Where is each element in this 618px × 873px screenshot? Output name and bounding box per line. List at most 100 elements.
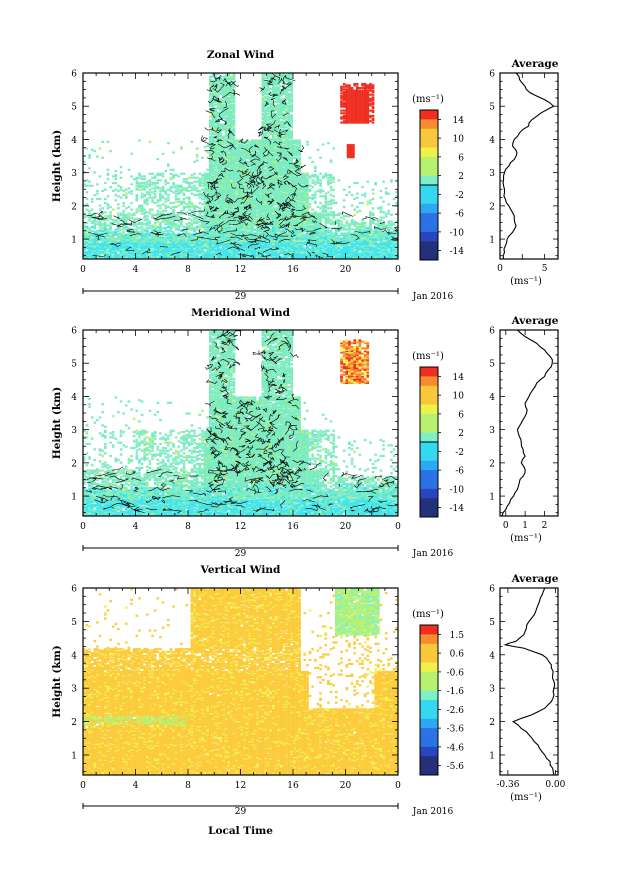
month-label: Jan 2016 <box>412 549 454 559</box>
y-tick-label: 4 <box>71 651 77 661</box>
profile-y-tick-label: 5 <box>489 103 495 113</box>
y-tick-label: 3 <box>71 169 77 179</box>
profile-title: Average <box>511 58 559 70</box>
zonal-wind-contours <box>86 73 398 259</box>
y-axis-label: Height (km) <box>51 645 63 717</box>
x-tick-label: 4 <box>133 522 139 532</box>
profile-y-tick-label: 5 <box>489 618 495 628</box>
y-tick-label: 2 <box>71 202 77 212</box>
profile-title: Average <box>511 315 559 327</box>
colorbar-tick-label: 6 <box>458 153 464 163</box>
colorbar-tick-label: -10 <box>450 485 465 495</box>
y-axis-label: Height (km) <box>51 130 63 202</box>
y-tick-label: 5 <box>71 103 77 113</box>
profile-y-tick-label: 4 <box>489 393 495 403</box>
x-tick-label: 8 <box>185 265 191 275</box>
profile-x-label: (ms⁻¹) <box>510 276 542 287</box>
x-tick-label: 16 <box>287 522 299 532</box>
profile-x-tick-label: 1 <box>522 521 528 531</box>
x-tick-label: 0 <box>80 522 86 532</box>
average-profile-line <box>503 587 556 776</box>
profile-y-tick-label: 6 <box>489 327 495 337</box>
x-tick-label: 12 <box>235 522 246 532</box>
x-tick-label: 16 <box>287 781 299 791</box>
x-tick-label: 4 <box>133 781 139 791</box>
profile-y-tick-label: 5 <box>489 360 495 370</box>
profile-frame <box>499 329 559 517</box>
x-tick-label: 0 <box>80 265 86 275</box>
profile-y-tick-label: 3 <box>489 685 495 695</box>
profile-y-tick-label: 1 <box>489 236 495 246</box>
profile-y-tick-label: 2 <box>489 718 495 728</box>
meridional-wind-contours <box>85 330 398 514</box>
colorbar-tick-label: -2.6 <box>447 706 465 716</box>
y-axis-label: Height (km) <box>51 387 63 459</box>
colorbar-unit-label: (ms⁻¹) <box>412 609 444 620</box>
average-profile-line <box>501 329 553 517</box>
y-tick-label: 1 <box>71 751 77 761</box>
profile-y-tick-label: 4 <box>489 651 495 661</box>
colorbar-unit-label: (ms⁻¹) <box>412 94 444 105</box>
date-label: 29 <box>235 549 247 559</box>
colorbar-tick-label: -14 <box>450 504 465 514</box>
panel-title: Vertical Wind <box>200 564 281 576</box>
month-label: Jan 2016 <box>412 807 454 817</box>
y-tick-label: 4 <box>71 136 77 146</box>
profile-y-tick-label: 3 <box>489 426 495 436</box>
colorbar-tick-label: 2 <box>458 172 464 182</box>
panel-title: Meridional Wind <box>191 307 290 319</box>
colorbar-tick-label: -6 <box>455 210 464 220</box>
x-tick-label: 8 <box>185 522 191 532</box>
panel-title: Zonal Wind <box>207 49 275 61</box>
colorbar: 14 10 6 2 -2 -6 -10 -14 (ms⁻¹) <box>412 351 465 518</box>
date-label: 29 <box>235 807 247 817</box>
x-tick-label: 12 <box>235 781 246 791</box>
colorbar: 1.5 0.6 -0.6 -1.6 -2.6 -3.6 -4.6 -5.6 (ms⁻¹) <box>412 609 465 776</box>
x-tick-label: 0 <box>395 781 401 791</box>
colorbar-tick-label: -2 <box>455 191 464 201</box>
y-tick-label: 3 <box>71 685 77 695</box>
vertical-wind-field <box>83 588 398 775</box>
y-tick-label: 1 <box>71 493 77 503</box>
average-profile-panel: 1 2 3 4 5 6 -0.36 0.00 Average (ms⁻¹) <box>489 573 565 803</box>
profile-title: Average <box>511 573 559 585</box>
colorbar-tick-label: 2 <box>458 429 464 439</box>
colorbar-tick-label: -0.6 <box>447 668 465 678</box>
colorbar-tick-label: -3.6 <box>447 725 465 735</box>
colorbar-tick-label: 14 <box>453 373 465 383</box>
x-tick-label: 0 <box>395 522 401 532</box>
x-tick-label: 4 <box>133 265 139 275</box>
colorbar-unit-label: (ms⁻¹) <box>412 351 444 362</box>
average-profile-line <box>502 72 555 260</box>
x-tick-label: 8 <box>185 781 191 791</box>
y-tick-label: 4 <box>71 393 77 403</box>
colorbar-tick-label: 10 <box>453 392 465 402</box>
y-tick-label: 3 <box>71 426 77 436</box>
x-tick-label: 20 <box>340 265 352 275</box>
x-tick-label: 0 <box>80 781 86 791</box>
average-profile-panel: 1 2 3 4 5 6 0 5 Average (ms⁻¹) <box>489 58 558 287</box>
colorbar-tick-label: -10 <box>450 228 465 238</box>
meridional-wind-field <box>83 330 398 516</box>
profile-x-tick-label: 5 <box>542 264 548 274</box>
x-tick-label: 0 <box>395 265 401 275</box>
profile-y-tick-label: 6 <box>489 585 495 595</box>
colorbar-tick-label: 10 <box>453 135 465 145</box>
y-tick-label: 6 <box>71 70 77 80</box>
colorbar-tick-label: -4.6 <box>447 743 465 753</box>
profile-x-tick-label: 0.00 <box>545 780 565 790</box>
x-axis-label: Local Time <box>208 825 273 837</box>
profile-x-tick-label: 0 <box>503 521 509 531</box>
colorbar: 14 10 6 2 -2 -6 -10 -14 (ms⁻¹) <box>412 94 465 261</box>
average-profile-panel: 1 2 3 4 5 6 0 1 2 Average (ms⁻¹) <box>489 315 558 544</box>
colorbar-tick-label: 14 <box>453 116 465 126</box>
profile-x-label: (ms⁻¹) <box>510 533 542 544</box>
profile-frame <box>499 587 559 776</box>
colorbar-tick-label: -14 <box>450 247 465 257</box>
date-label: 29 <box>235 292 247 302</box>
profile-y-tick-label: 4 <box>489 136 495 146</box>
colorbar-tick-label: -6 <box>455 467 464 477</box>
